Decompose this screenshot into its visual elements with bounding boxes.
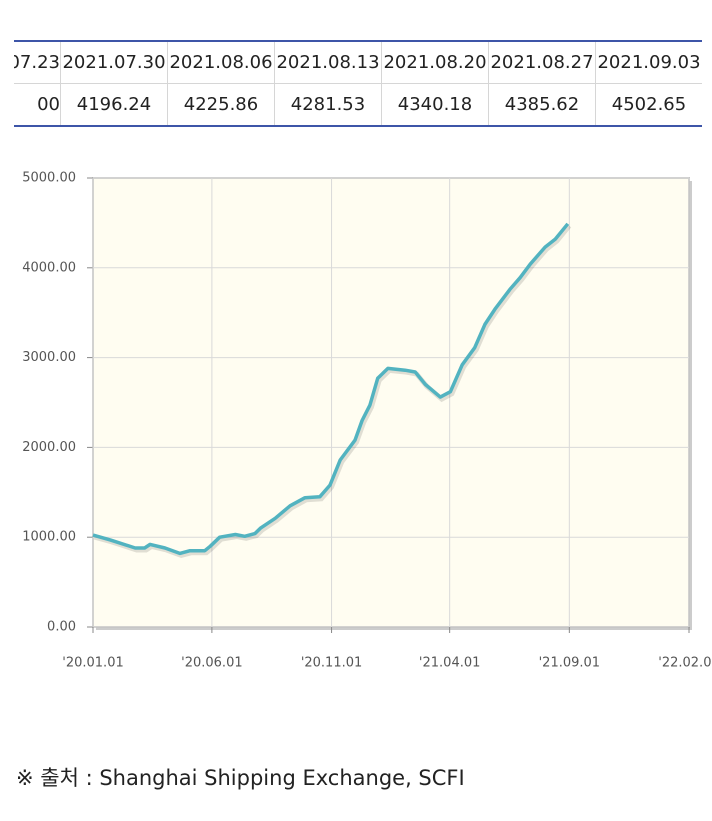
y-tick-label: 0.00	[47, 620, 76, 635]
table-cell: 4281.53	[274, 84, 381, 125]
table-cell: 00	[37, 94, 60, 115]
x-tick-label: '21.04.01	[419, 656, 480, 671]
table-cell: 4196.24	[60, 84, 167, 125]
table-cell: 2021.07.30	[60, 42, 167, 84]
plot-area	[92, 177, 690, 628]
table-cell: 2021.08.06	[167, 42, 274, 84]
y-tick-label: 3000.00	[22, 350, 76, 365]
table-cell: 4502.65	[595, 84, 702, 125]
table-cell: 2021.09.03	[595, 42, 702, 84]
x-tick-label: '22.02.01	[658, 656, 712, 671]
source-note: ※ 출처 : Shanghai Shipping Exchange, SCFI	[16, 766, 465, 790]
table-cell: 2021.08.27	[488, 42, 595, 84]
series-line	[92, 222, 570, 556]
x-tick-label: '20.01.01	[62, 656, 123, 671]
line-shadow	[93, 224, 572, 559]
chart: 0.00 1000.00 2000.00 3000.00 4000.00 5000.00 '…	[22, 171, 712, 671]
table-cell: 4385.62	[488, 84, 595, 125]
table-cell: 2021.08.13	[274, 42, 381, 84]
price-table: 07.232021.07.302021.08.062021.08.132021.…	[14, 40, 702, 127]
y-tick-label: 5000.00	[22, 171, 76, 186]
y-tick-label: 4000.00	[22, 260, 76, 275]
y-tick-label: 2000.00	[22, 440, 76, 455]
x-tick-label: '21.09.01	[539, 656, 600, 671]
y-tick-label: 1000.00	[22, 530, 76, 545]
table-cell: 4340.18	[381, 84, 488, 125]
x-tick-label: '20.06.01	[181, 656, 242, 671]
x-tick-label: '20.11.01	[301, 656, 362, 671]
table-cell: 2021.08.20	[381, 42, 488, 84]
table-cell: 4225.86	[167, 84, 274, 125]
table-cell: 07.23	[14, 42, 60, 84]
